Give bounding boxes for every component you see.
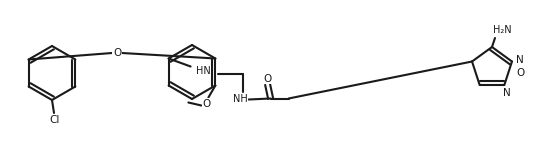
Text: Cl: Cl xyxy=(50,115,60,125)
Text: H₂N: H₂N xyxy=(493,25,512,35)
Text: O: O xyxy=(202,99,211,108)
Text: HN: HN xyxy=(196,66,211,76)
Text: O: O xyxy=(516,68,524,78)
Text: O: O xyxy=(263,74,272,84)
Text: O: O xyxy=(113,48,121,58)
Text: N: N xyxy=(503,88,511,98)
Text: N: N xyxy=(516,54,524,64)
Text: NH: NH xyxy=(233,94,248,105)
